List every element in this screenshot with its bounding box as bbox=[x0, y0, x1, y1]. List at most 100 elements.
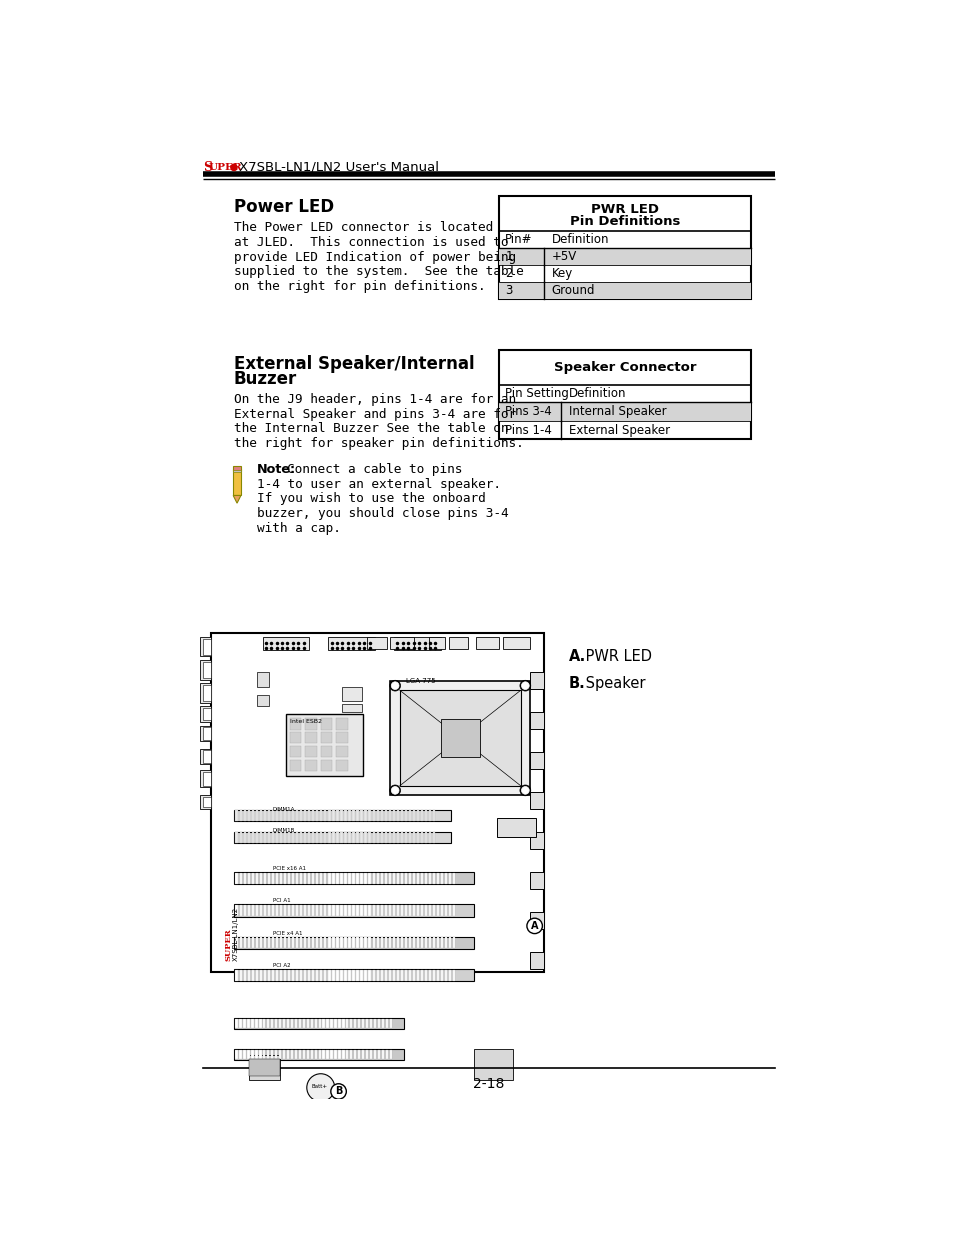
Bar bbox=[404, 937, 407, 948]
Bar bbox=[262, 637, 309, 651]
Bar bbox=[328, 969, 330, 981]
Bar bbox=[324, 832, 326, 842]
Bar bbox=[314, 1019, 316, 1029]
Bar bbox=[247, 1019, 250, 1029]
Bar bbox=[453, 905, 455, 916]
Bar bbox=[268, 905, 270, 916]
Bar bbox=[388, 937, 391, 948]
Bar bbox=[203, 685, 211, 701]
Bar bbox=[440, 719, 479, 757]
Bar bbox=[498, 350, 750, 440]
Bar bbox=[372, 937, 375, 948]
Bar bbox=[366, 1019, 368, 1029]
Bar bbox=[409, 832, 411, 842]
Bar bbox=[409, 873, 411, 883]
Bar bbox=[396, 905, 398, 916]
Bar bbox=[267, 1050, 269, 1060]
Bar bbox=[530, 872, 543, 889]
Bar bbox=[388, 810, 391, 821]
Bar bbox=[344, 810, 346, 821]
Bar bbox=[290, 718, 301, 730]
Bar bbox=[429, 637, 444, 648]
Bar bbox=[330, 1050, 333, 1060]
Polygon shape bbox=[233, 495, 241, 503]
Bar bbox=[416, 937, 418, 948]
Bar bbox=[292, 873, 294, 883]
Bar bbox=[328, 937, 330, 948]
Bar bbox=[380, 832, 382, 842]
Bar bbox=[255, 810, 257, 821]
Bar bbox=[332, 969, 335, 981]
Bar bbox=[284, 832, 286, 842]
Bar bbox=[235, 832, 237, 842]
Bar bbox=[388, 832, 391, 842]
Bar bbox=[235, 1050, 237, 1060]
Bar bbox=[368, 905, 371, 916]
Bar bbox=[449, 873, 451, 883]
Bar bbox=[335, 832, 338, 842]
Bar bbox=[272, 832, 274, 842]
Bar bbox=[364, 873, 366, 883]
Bar bbox=[255, 1019, 257, 1029]
Bar bbox=[274, 1050, 277, 1060]
Circle shape bbox=[519, 680, 530, 692]
Bar bbox=[366, 1050, 368, 1060]
Bar bbox=[400, 969, 402, 981]
Bar bbox=[384, 832, 387, 842]
Bar bbox=[312, 873, 314, 883]
Bar bbox=[498, 403, 750, 421]
Bar bbox=[416, 873, 418, 883]
Bar bbox=[278, 1019, 281, 1029]
Bar bbox=[268, 937, 270, 948]
Bar bbox=[315, 937, 318, 948]
Bar bbox=[445, 873, 447, 883]
Bar bbox=[304, 905, 306, 916]
Bar bbox=[449, 905, 451, 916]
Bar bbox=[305, 746, 316, 757]
Bar bbox=[284, 873, 286, 883]
Text: Ground: Ground bbox=[551, 284, 595, 298]
Bar bbox=[279, 969, 282, 981]
Circle shape bbox=[331, 1084, 346, 1099]
Bar bbox=[279, 832, 282, 842]
Text: 3: 3 bbox=[505, 284, 512, 298]
Bar bbox=[374, 1019, 375, 1029]
Bar bbox=[288, 969, 290, 981]
Bar bbox=[409, 969, 411, 981]
Bar bbox=[498, 196, 750, 299]
Text: Key: Key bbox=[551, 267, 573, 280]
Bar bbox=[420, 969, 423, 981]
Bar bbox=[288, 905, 290, 916]
Bar bbox=[384, 873, 387, 883]
Bar bbox=[243, 1019, 246, 1029]
Bar bbox=[271, 1050, 274, 1060]
Bar bbox=[235, 810, 237, 821]
Bar bbox=[312, 937, 314, 948]
Bar bbox=[257, 672, 269, 687]
Bar bbox=[364, 937, 366, 948]
Bar bbox=[380, 969, 382, 981]
Bar bbox=[275, 905, 278, 916]
Bar bbox=[308, 810, 310, 821]
Bar bbox=[291, 1019, 293, 1029]
Bar bbox=[354, 1050, 356, 1060]
Bar bbox=[324, 810, 326, 821]
Bar bbox=[399, 690, 520, 785]
Bar bbox=[233, 466, 241, 471]
Circle shape bbox=[391, 682, 398, 689]
Bar bbox=[243, 937, 246, 948]
Bar bbox=[239, 873, 242, 883]
Bar bbox=[340, 873, 342, 883]
Bar bbox=[385, 1050, 388, 1060]
Bar bbox=[248, 905, 250, 916]
Bar bbox=[368, 969, 371, 981]
Bar bbox=[306, 1019, 309, 1029]
Bar bbox=[328, 905, 330, 916]
Bar bbox=[199, 683, 211, 703]
Bar bbox=[284, 937, 286, 948]
Bar bbox=[497, 818, 536, 837]
Bar bbox=[476, 637, 498, 648]
Bar bbox=[360, 905, 362, 916]
Bar bbox=[370, 1050, 372, 1060]
Bar bbox=[409, 810, 411, 821]
